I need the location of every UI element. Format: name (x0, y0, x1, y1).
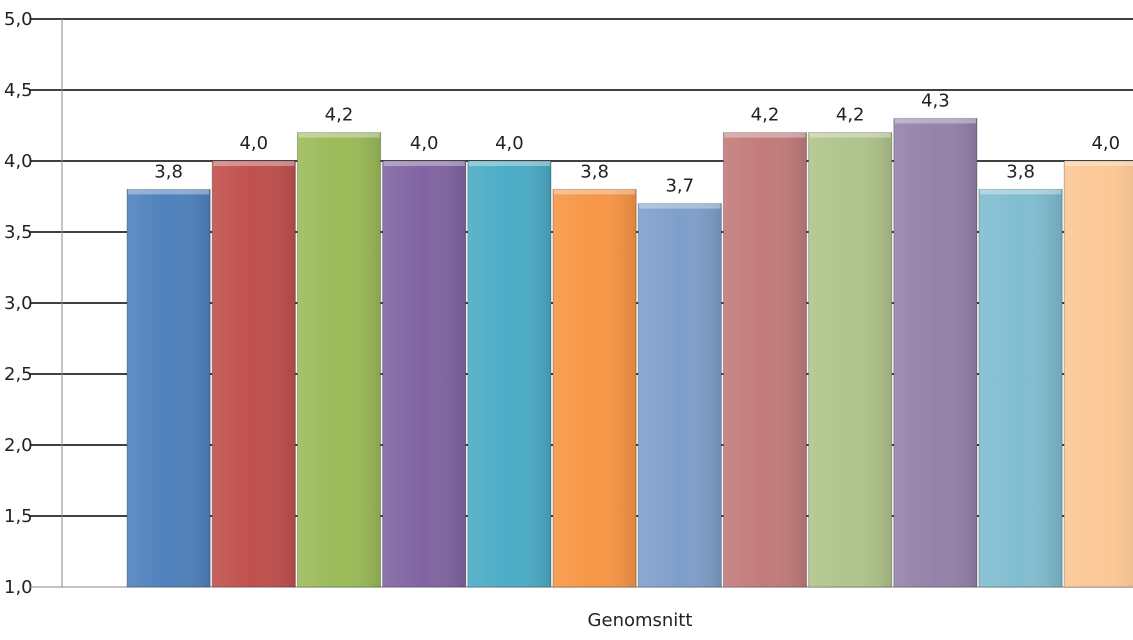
y-tick-label: 4,0 (4, 151, 33, 172)
data-label: 4,2 (836, 105, 865, 126)
bar (552, 188, 637, 588)
data-label: 4,0 (1091, 133, 1120, 154)
bar (978, 188, 1063, 588)
y-tick-label: 5,0 (4, 9, 33, 30)
data-label: 3,8 (1006, 161, 1035, 182)
data-label: 3,7 (665, 176, 694, 197)
data-labels: 3,8 4,0 4,2 4,0 4,0 3,8 3,7 4,2 4,2 4,3 3,8 4,0 (154, 90, 1120, 196)
bar (211, 160, 296, 588)
y-tick-label: 2,0 (4, 435, 33, 456)
data-label: 4,2 (325, 105, 354, 126)
bar (467, 160, 552, 588)
data-label: 3,8 (154, 161, 183, 182)
bar (893, 117, 978, 588)
y-tick-label: 1,0 (4, 577, 33, 598)
y-tick-label: 3,0 (4, 293, 33, 314)
bar (722, 132, 808, 588)
bar (126, 188, 211, 588)
x-axis-category-label: Genomsnitt (588, 610, 693, 631)
bar (296, 132, 382, 588)
data-label: 4,0 (495, 133, 524, 154)
bar (1063, 160, 1133, 588)
y-tick-label: 4,5 (4, 80, 33, 101)
bars (126, 117, 1133, 588)
bar (382, 160, 467, 588)
data-label: 4,0 (410, 133, 439, 154)
y-tick-label: 2,5 (4, 364, 33, 385)
data-label: 4,2 (751, 105, 780, 126)
data-label: 4,3 (921, 90, 950, 111)
y-tick-label: 3,5 (4, 222, 33, 243)
bar (637, 203, 722, 588)
data-label: 3,8 (580, 161, 609, 182)
bar (808, 132, 893, 588)
y-tick-label: 1,5 (4, 506, 33, 527)
data-label: 4,0 (239, 133, 268, 154)
